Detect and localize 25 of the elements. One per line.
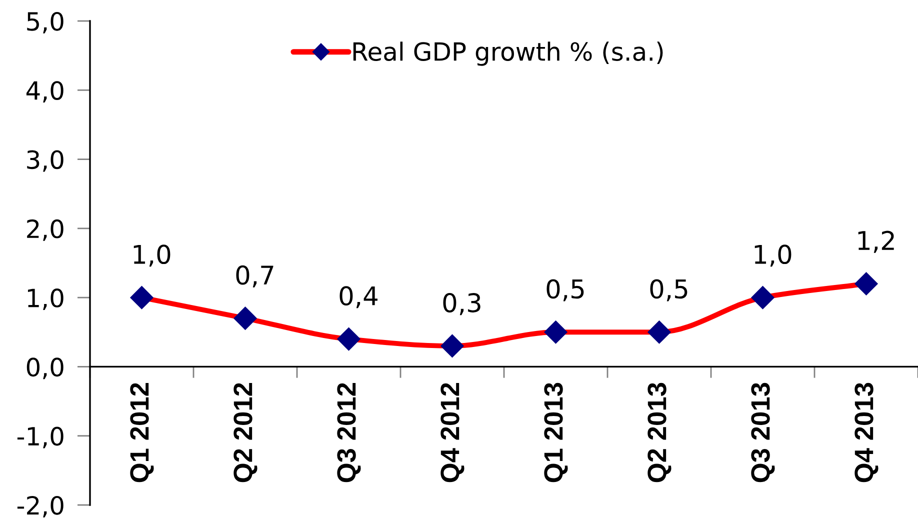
y-tick-label: 0,0 [26,358,64,380]
data-label: 0,3 [443,293,480,316]
x-tick-label: Q4 2012 [440,383,464,482]
y-tick-label: 4,0 [26,81,64,103]
x-tick-label: Q2 2013 [648,382,672,482]
x-tick-label: Q2 2012 [234,383,258,482]
x-tick-label: Q1 2013 [544,382,568,482]
y-tick-label: 2,0 [27,219,64,241]
y-tick-label: 5,0 [27,12,64,34]
data-label: 0,4 [340,286,378,308]
y-tick-label: 1,0 [28,288,64,310]
data-label: 0,5 [650,279,688,302]
data-label: 0,7 [236,265,274,288]
y-tick-label: 3,0 [27,150,64,172]
data-label: 0,5 [546,279,584,302]
x-tick-label: Q4 2013 [854,382,878,482]
x-tick-label: Q1 2012 [130,383,154,482]
y-tick-label: -2,0 [17,496,64,518]
y-tick-label: -1,0 [17,426,64,448]
x-tick-label: Q3 2012 [337,383,361,482]
data-label: 1,0 [134,244,170,267]
x-tick-label: Q3 2013 [751,382,775,482]
legend-label: Real GDP growth % (s.a.) [353,42,663,66]
data-label: 1,0 [754,244,792,267]
data-label: 1,2 [858,230,894,253]
